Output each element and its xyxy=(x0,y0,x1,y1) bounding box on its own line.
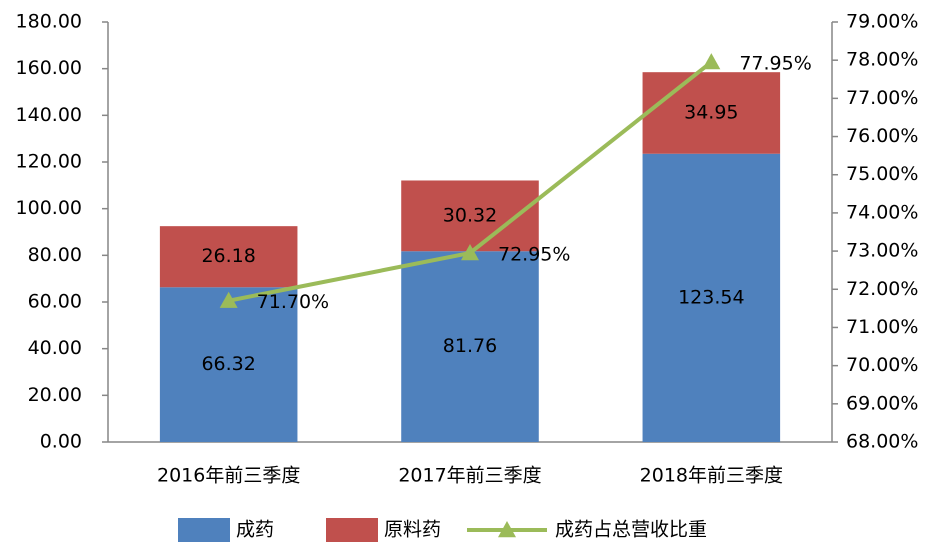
bar-segment xyxy=(159,226,298,288)
y2-tick-label: 71.00% xyxy=(846,316,918,338)
y2-tick-label: 75.00% xyxy=(846,163,918,185)
bar-label: 81.76 xyxy=(443,335,497,357)
y2-tick-label: 76.00% xyxy=(846,125,918,147)
bar-segment xyxy=(159,287,298,442)
y2-tick-label: 74.00% xyxy=(846,201,918,223)
y-tick-label: 120.00 xyxy=(16,151,82,173)
x-tick-label: 2016年前三季度 xyxy=(157,465,300,487)
y-tick-label: 180.00 xyxy=(16,11,82,33)
legend-label: 成药占总营收比重 xyxy=(555,519,707,541)
line-marker xyxy=(702,53,721,70)
y2-tick-label: 72.00% xyxy=(846,278,918,300)
line-marker xyxy=(461,244,479,261)
legend-label: 原料药 xyxy=(384,519,441,541)
y2-tick-label: 69.00% xyxy=(846,392,918,414)
bar-label: 66.32 xyxy=(201,353,255,375)
y2-tick-label: 68.00% xyxy=(846,431,918,453)
legend-swatch xyxy=(178,518,230,542)
y2-tick-label: 78.00% xyxy=(846,49,918,71)
y2-tick-label: 73.00% xyxy=(846,240,918,262)
bar-label: 26.18 xyxy=(201,245,255,267)
y-tick-label: 140.00 xyxy=(16,104,82,126)
line-label: 72.95% xyxy=(498,244,570,266)
y-tick-label: 160.00 xyxy=(16,57,82,79)
y2-tick-label: 70.00% xyxy=(846,354,918,376)
bar-label: 34.95 xyxy=(684,101,738,123)
x-tick-label: 2017年前三季度 xyxy=(398,465,541,487)
legend-label: 成药 xyxy=(236,519,274,541)
y-tick-label: 80.00 xyxy=(28,244,82,266)
legend-swatch xyxy=(326,518,378,542)
legend-marker xyxy=(498,521,516,538)
line-marker xyxy=(219,291,238,308)
y2-tick-label: 77.00% xyxy=(846,87,918,109)
line-label: 77.95% xyxy=(739,53,811,75)
bar-label: 30.32 xyxy=(443,204,497,226)
y-tick-label: 100.00 xyxy=(16,197,82,219)
bar-segment xyxy=(642,72,781,154)
y2-tick-label: 79.00% xyxy=(846,11,918,33)
y-tick-label: 20.00 xyxy=(28,384,82,406)
y-tick-label: 0.00 xyxy=(40,431,82,453)
bar-label: 123.54 xyxy=(678,286,744,308)
x-tick-label: 2018年前三季度 xyxy=(640,465,783,487)
bar-segment xyxy=(642,153,781,443)
y-tick-label: 60.00 xyxy=(28,291,82,313)
bar-segment xyxy=(401,251,539,442)
line-label: 71.70% xyxy=(257,291,329,313)
y-tick-label: 40.00 xyxy=(28,337,82,359)
